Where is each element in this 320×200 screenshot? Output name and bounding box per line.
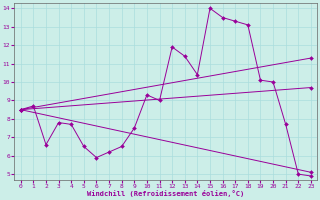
X-axis label: Windchill (Refroidissement éolien,°C): Windchill (Refroidissement éolien,°C) (87, 190, 244, 197)
